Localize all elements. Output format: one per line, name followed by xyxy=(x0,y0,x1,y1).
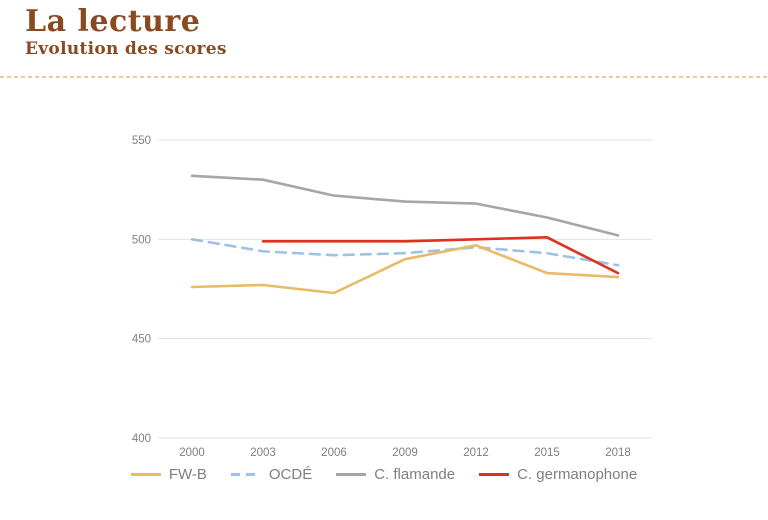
series-line-fw-b xyxy=(190,244,620,295)
x-tick-2003: 2003 xyxy=(250,447,276,459)
x-tick-2009: 2009 xyxy=(392,447,418,459)
y-tick-400: 400 xyxy=(132,433,151,445)
legend-item-germanophone: C. germanophone xyxy=(479,466,637,483)
series-line-ocd- xyxy=(190,238,620,267)
x-tick-2012: 2012 xyxy=(463,447,489,459)
chart-legend: FW-B OCDÉ C. flamande C. germanophone xyxy=(0,466,768,483)
legend-swatch-ocde xyxy=(230,473,261,476)
x-tick-2015: 2015 xyxy=(534,447,560,459)
legend-label-germanophone: C. germanophone xyxy=(517,466,638,483)
legend-label-fwb: FW-B xyxy=(168,466,207,483)
series-line-c-germanophone xyxy=(261,236,620,275)
score-evolution-chart: 550 500 450 400 2000 2003 2006 2009 2012 2015 2018 xyxy=(132,135,652,459)
legend-swatch-flamande xyxy=(336,473,367,476)
legend-label-flamande: C. flamande xyxy=(374,466,456,483)
x-tick-2018: 2018 xyxy=(605,447,631,459)
series-line-c-flamande xyxy=(190,174,620,237)
page-header: La lecture Evolution des scores xyxy=(25,5,227,59)
y-tick-500: 500 xyxy=(132,234,151,246)
legend-item-flamande: C. flamande xyxy=(336,466,455,483)
page-title: La lecture xyxy=(25,4,201,39)
x-tick-2006: 2006 xyxy=(321,447,347,459)
legend-item-fwb: FW-B xyxy=(130,466,207,483)
y-tick-450: 450 xyxy=(132,334,151,346)
x-tick-2000: 2000 xyxy=(179,447,205,459)
y-tick-550: 550 xyxy=(132,135,151,147)
dashed-divider xyxy=(0,76,768,78)
legend-item-ocde: OCDÉ xyxy=(230,466,313,483)
legend-swatch-fwb xyxy=(130,473,161,476)
page-subtitle: Evolution des scores xyxy=(25,39,227,59)
legend-swatch-germanophone xyxy=(479,473,510,476)
legend-label-ocde: OCDÉ xyxy=(268,466,313,483)
